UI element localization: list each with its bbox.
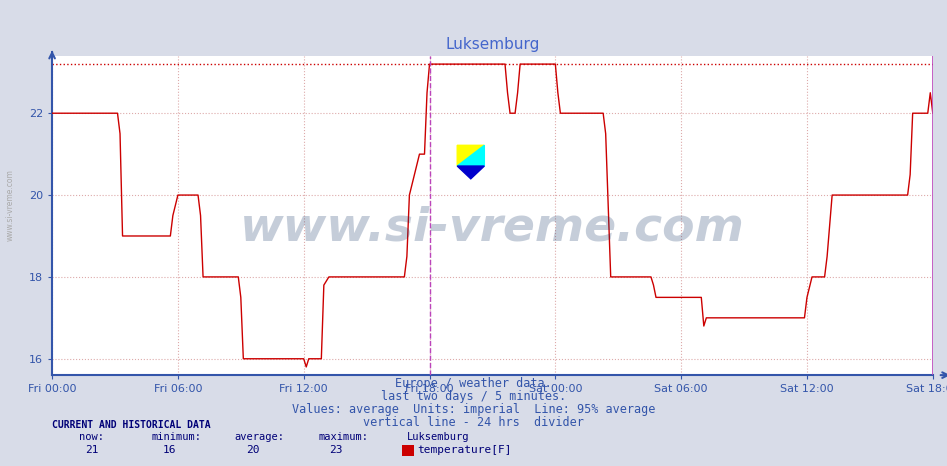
Text: 23: 23 bbox=[330, 445, 343, 455]
Text: Luksemburg: Luksemburg bbox=[407, 432, 470, 442]
Text: Europe / weather data.: Europe / weather data. bbox=[395, 377, 552, 390]
Text: minimum:: minimum: bbox=[152, 432, 202, 442]
Text: now:: now: bbox=[79, 432, 103, 442]
Text: CURRENT AND HISTORICAL DATA: CURRENT AND HISTORICAL DATA bbox=[52, 420, 211, 430]
Title: Luksemburg: Luksemburg bbox=[445, 37, 540, 52]
Polygon shape bbox=[457, 166, 484, 179]
Text: 21: 21 bbox=[85, 445, 98, 455]
Text: average:: average: bbox=[235, 432, 285, 442]
Text: 16: 16 bbox=[163, 445, 176, 455]
Polygon shape bbox=[457, 145, 484, 166]
Text: www.si-vreme.com: www.si-vreme.com bbox=[6, 169, 15, 241]
Text: 20: 20 bbox=[246, 445, 259, 455]
Polygon shape bbox=[457, 145, 484, 166]
Text: Values: average  Units: imperial  Line: 95% average: Values: average Units: imperial Line: 95… bbox=[292, 403, 655, 416]
Text: vertical line - 24 hrs  divider: vertical line - 24 hrs divider bbox=[363, 416, 584, 429]
Text: temperature[F]: temperature[F] bbox=[418, 445, 512, 455]
Text: maximum:: maximum: bbox=[318, 432, 368, 442]
Text: www.si-vreme.com: www.si-vreme.com bbox=[240, 206, 745, 251]
Text: last two days / 5 minutes.: last two days / 5 minutes. bbox=[381, 390, 566, 403]
